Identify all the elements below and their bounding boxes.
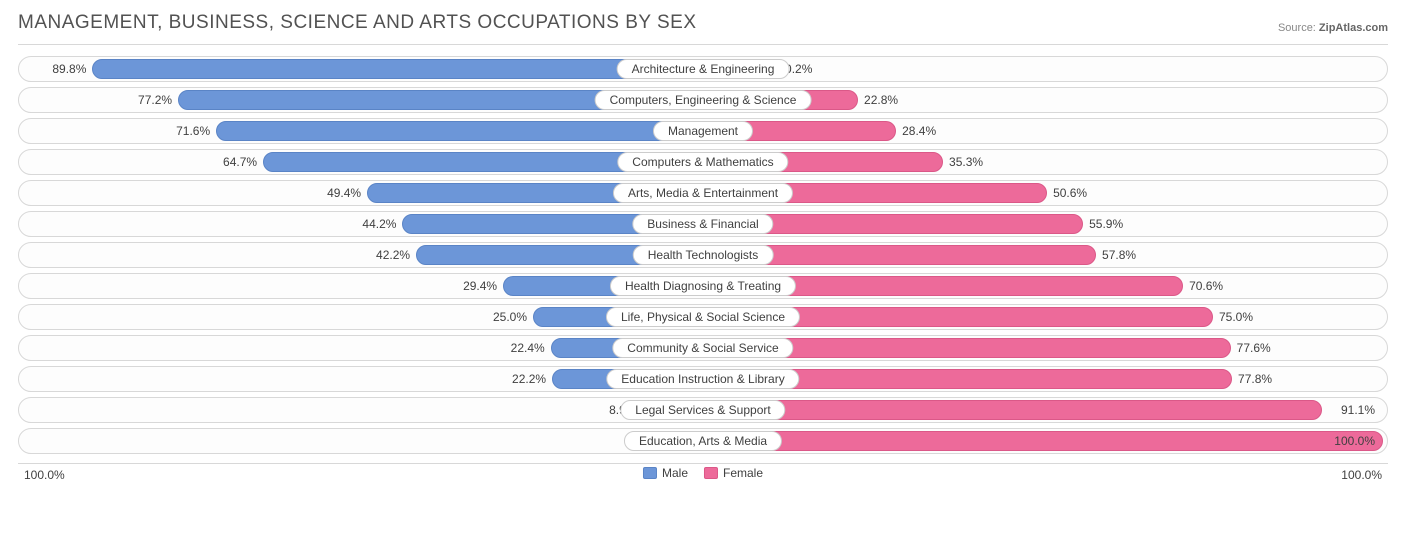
chart-row: 49.4% 50.6% Arts, Media & Entertainment [18, 180, 1388, 206]
category-label: Life, Physical & Social Science [606, 307, 800, 327]
chart-row: 77.2% 22.8% Computers, Engineering & Scien… [18, 87, 1388, 113]
legend-female-label: Female [723, 466, 763, 480]
male-value-label: 64.7% [223, 155, 257, 169]
female-value-label: 35.3% [949, 155, 983, 169]
category-label: Legal Services & Support [620, 400, 785, 420]
legend: Male Female [643, 466, 763, 480]
category-label: Health Technologists [633, 245, 774, 265]
chart-header: MANAGEMENT, BUSINESS, SCIENCE AND ARTS O… [18, 12, 1388, 34]
category-label: Management [653, 121, 753, 141]
chart-row: 8.9%91.1%Legal Services & Support [18, 397, 1388, 423]
chart-row: 42.2% 57.8% Health Technologists [18, 242, 1388, 268]
category-label: Education, Arts & Media [624, 431, 782, 451]
legend-male-label: Male [662, 466, 688, 480]
chart-row: 71.6% 28.4% Management [18, 118, 1388, 144]
female-value-label: 57.8% [1102, 248, 1136, 262]
female-value-label: 28.4% [902, 124, 936, 138]
category-label: Health Diagnosing & Treating [610, 276, 796, 296]
chart-area: 89.8%10.2%Architecture & Engineering 77.2… [18, 44, 1388, 464]
male-value-label: 29.4% [463, 279, 497, 293]
female-swatch-icon [704, 467, 718, 479]
male-bar [216, 121, 703, 141]
male-value-label: 89.8% [52, 62, 86, 76]
female-value-label: 50.6% [1053, 186, 1087, 200]
category-label: Computers & Mathematics [617, 152, 788, 172]
female-value-label: 91.1% [1341, 403, 1375, 417]
chart-row: 22.4% 77.6% Community & Social Service [18, 335, 1388, 361]
female-value-label: 77.8% [1238, 372, 1272, 386]
category-label: Community & Social Service [612, 338, 793, 358]
chart-source: Source: ZipAtlas.com [1278, 22, 1388, 34]
axis-right-label: 100.0% [1341, 468, 1382, 482]
male-value-label: 22.2% [512, 372, 546, 386]
female-value-label: 70.6% [1189, 279, 1223, 293]
male-value-label: 49.4% [327, 186, 361, 200]
category-label: Business & Financial [632, 214, 773, 234]
male-value-label: 77.2% [138, 93, 172, 107]
chart-row: 64.7% 35.3% Computers & Mathematics [18, 149, 1388, 175]
female-value-label: 75.0% [1219, 310, 1253, 324]
female-value-label: 55.9% [1089, 217, 1123, 231]
legend-male: Male [643, 466, 688, 480]
chart-row: 22.2% 77.8% Education Instruction & Librar… [18, 366, 1388, 392]
female-bar [703, 400, 1322, 420]
source-prefix: Source: [1278, 22, 1319, 34]
female-value-label: 77.6% [1237, 341, 1271, 355]
male-swatch-icon [643, 467, 657, 479]
chart-title: MANAGEMENT, BUSINESS, SCIENCE AND ARTS O… [18, 12, 697, 34]
axis-left-label: 100.0% [24, 468, 65, 482]
male-value-label: 25.0% [493, 310, 527, 324]
category-label: Architecture & Engineering [617, 59, 790, 79]
category-label: Education Instruction & Library [606, 369, 799, 389]
female-value-label: 100.0% [1334, 434, 1375, 448]
chart-row: 29.4% 70.6% Health Diagnosing & Treating [18, 273, 1388, 299]
male-value-label: 42.2% [376, 248, 410, 262]
chart-row: 44.2% 55.9% Business & Financial [18, 211, 1388, 237]
male-bar [92, 59, 703, 79]
chart-row: 89.8%10.2%Architecture & Engineering [18, 56, 1388, 82]
category-label: Computers, Engineering & Science [595, 90, 812, 110]
female-value-label: 22.8% [864, 93, 898, 107]
source-name: ZipAtlas.com [1319, 22, 1388, 34]
category-label: Arts, Media & Entertainment [613, 183, 793, 203]
legend-female: Female [704, 466, 763, 480]
chart-row: 0.0%100.0%Education, Arts & Media [18, 428, 1388, 454]
male-value-label: 44.2% [362, 217, 396, 231]
axis-row: 100.0% Male Female 100.0% [18, 464, 1388, 482]
male-value-label: 71.6% [176, 124, 210, 138]
male-value-label: 22.4% [511, 341, 545, 355]
female-bar [703, 431, 1383, 451]
chart-row: 25.0% 75.0% Life, Physical & Social Scienc… [18, 304, 1388, 330]
